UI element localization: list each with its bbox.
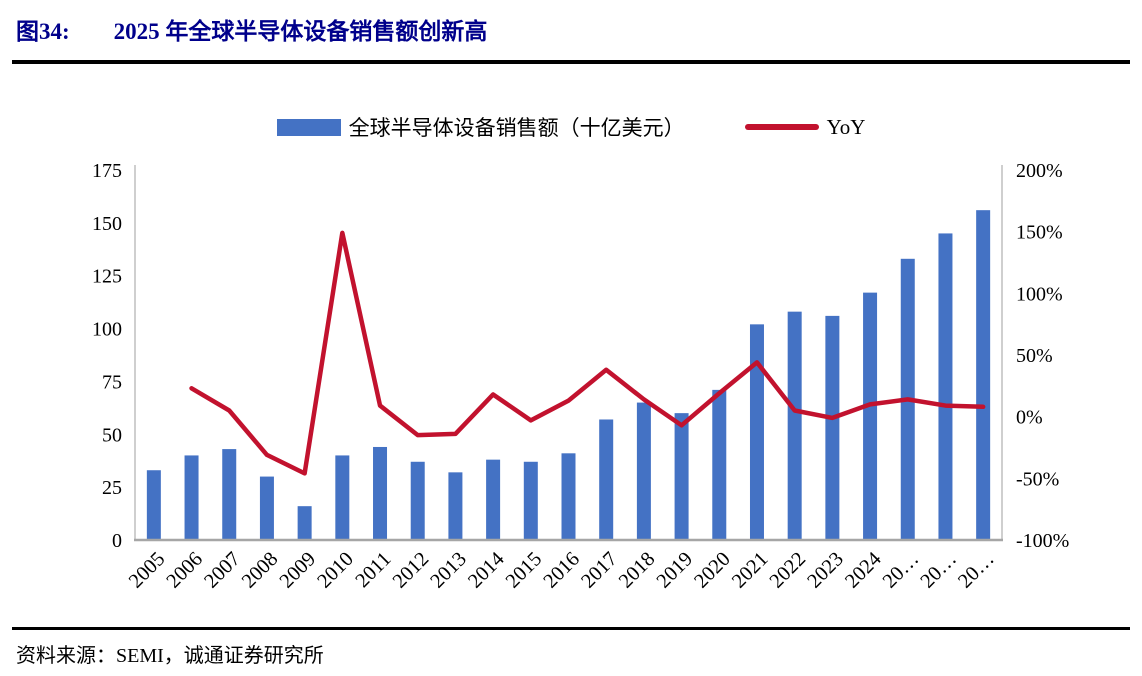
- line-series-swatch: [744, 124, 819, 130]
- y-left-tick-label: 175: [92, 160, 122, 182]
- chart-legend: 全球半导体设备销售额（十亿美元） YoY: [0, 112, 1142, 142]
- source-text: 资料来源：SEMI，诚通证券研究所: [16, 645, 324, 667]
- y-right-tick-label: 200%: [1016, 160, 1063, 182]
- y-right-tick-label: 100%: [1016, 283, 1063, 305]
- source-divider: [12, 627, 1130, 630]
- bar-2018: [636, 402, 651, 540]
- chart-canvas: 0 25 50 75 100 125 150 175 -100% -50% 0% 50% 100% 150…: [92, 160, 1069, 593]
- y-left-tick-label: 75: [102, 371, 122, 393]
- x-tick-label-2013: 2013: [426, 548, 471, 593]
- y-left-tick-label: 150: [92, 213, 122, 235]
- x-tick-label-2017: 2017: [577, 548, 622, 593]
- legend-item-yoy: YoY: [744, 114, 866, 140]
- x-tick-label-20…: 20…: [879, 548, 924, 593]
- y-left-tick-label: 50: [102, 424, 122, 446]
- x-tick-label-2021: 2021: [728, 548, 773, 593]
- y-left-tick-label: 0: [112, 530, 122, 552]
- bar-2011: [373, 446, 388, 540]
- bar-series-swatch: [276, 118, 341, 136]
- bar-20…: [976, 210, 991, 540]
- bar-2008: [259, 476, 274, 540]
- bar-2020: [712, 389, 727, 540]
- x-tick-label-2020: 2020: [690, 548, 735, 593]
- x-tick-label-2012: 2012: [389, 548, 434, 593]
- yoy-line: [189, 230, 986, 476]
- x-tick-label-20…: 20…: [954, 548, 999, 593]
- y-right-tick-label: 0%: [1016, 407, 1043, 429]
- bar-2016: [561, 453, 576, 540]
- x-tick-label-20…: 20…: [916, 548, 961, 593]
- bar-2024: [863, 292, 878, 540]
- x-tick-label-2008: 2008: [238, 548, 283, 593]
- bar-2013: [448, 472, 463, 540]
- x-tick-label-2022: 2022: [766, 548, 811, 593]
- x-tick-label-2009: 2009: [276, 548, 321, 593]
- x-tick-label-2007: 2007: [200, 548, 245, 593]
- bar-2010: [335, 455, 350, 540]
- bar-2022: [787, 311, 802, 540]
- y-right-tick-label: -50%: [1016, 468, 1059, 490]
- bar-2017: [599, 419, 614, 540]
- x-tick-label-2024: 2024: [841, 548, 886, 593]
- x-tick-label-2006: 2006: [163, 548, 208, 593]
- bar-2021: [749, 324, 764, 540]
- x-tick-label-2011: 2011: [352, 548, 396, 592]
- y-left-tick-label: 125: [92, 266, 122, 288]
- x-tick-label-2010: 2010: [313, 548, 358, 593]
- bar-20…: [938, 233, 953, 540]
- x-tick-label-2019: 2019: [653, 548, 698, 593]
- legend-item-sales: 全球半导体设备销售额（十亿美元）: [276, 112, 685, 142]
- bar-2012: [410, 461, 425, 540]
- page-title: 2025 年全球半导体设备销售额创新高: [113, 19, 488, 44]
- y-left-tick-label: 25: [102, 477, 122, 499]
- bar-2015: [523, 461, 538, 540]
- bar-series-label: 全球半导体设备销售额（十亿美元）: [348, 116, 685, 140]
- bar-2023: [825, 315, 840, 540]
- x-tick-label-2018: 2018: [615, 548, 660, 593]
- figure-title-row: 图34: 2025 年全球半导体设备销售额创新高: [16, 12, 487, 46]
- bar-2007: [222, 449, 237, 540]
- title-divider: [12, 60, 1130, 64]
- bar-2014: [486, 459, 501, 540]
- bar-2019: [674, 413, 689, 540]
- x-tick-label-2016: 2016: [539, 548, 584, 593]
- bar-2009: [297, 506, 312, 540]
- y-right-tick-label: -100%: [1016, 530, 1069, 552]
- x-tick-label-2005: 2005: [125, 548, 170, 593]
- y-left-tick-label: 100: [92, 319, 122, 341]
- bar-2005: [146, 470, 161, 540]
- y-right-tick-label: 50%: [1016, 345, 1053, 367]
- y-right-tick-label: 150%: [1016, 222, 1063, 244]
- x-tick-label-2015: 2015: [502, 548, 547, 593]
- bar-2006: [184, 455, 199, 540]
- figure-number-label: 图34:: [16, 19, 70, 44]
- x-tick-label-2023: 2023: [803, 548, 848, 593]
- combo-chart: 0 25 50 75 100 125 150 175 -100% -50% 0% 50% 100% 150…: [0, 150, 1142, 624]
- x-tick-label-2014: 2014: [464, 548, 509, 593]
- line-series-label: YoY: [826, 114, 866, 139]
